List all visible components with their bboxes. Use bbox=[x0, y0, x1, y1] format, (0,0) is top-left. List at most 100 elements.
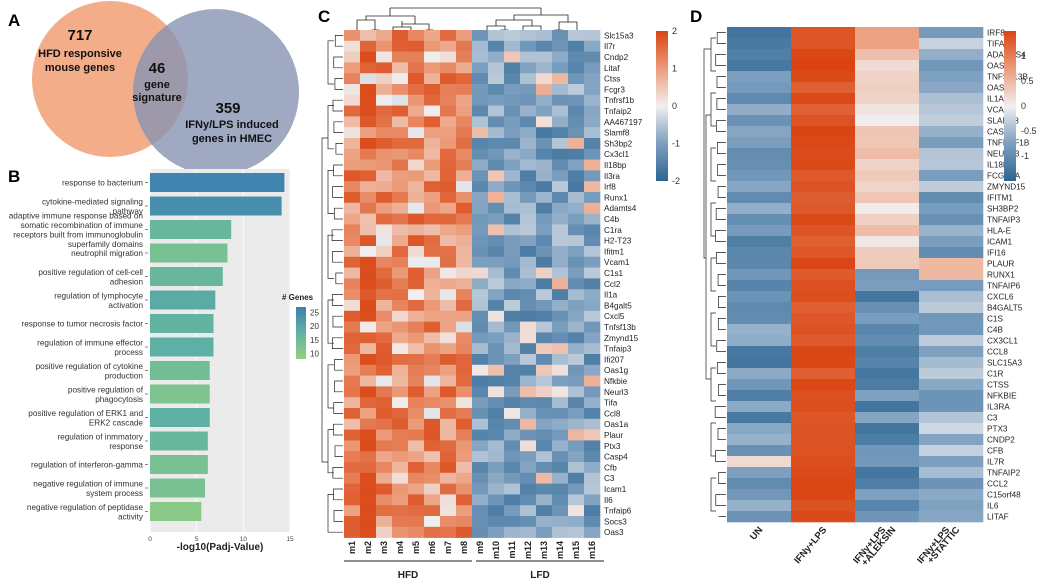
heatmap-cell bbox=[360, 451, 377, 463]
heatmap-cell bbox=[520, 462, 537, 474]
heatmap-column-label: m14 bbox=[555, 541, 565, 559]
heatmap-cell bbox=[360, 300, 377, 312]
heatmap-column-label: m10 bbox=[491, 541, 501, 559]
heatmap-cell bbox=[472, 505, 489, 517]
heatmap-cell bbox=[536, 310, 553, 322]
heatmap-cell bbox=[376, 429, 393, 441]
heatmap-cell bbox=[504, 332, 521, 344]
heatmap-cell bbox=[376, 148, 393, 160]
heatmap-cell bbox=[520, 494, 537, 506]
heatmap-cell bbox=[552, 267, 569, 279]
heatmap-cell bbox=[568, 354, 585, 366]
heatmap-cell bbox=[360, 213, 377, 225]
heatmap-cell bbox=[568, 440, 585, 452]
heatmap-column-label: m3 bbox=[379, 541, 389, 554]
heatmap-cell bbox=[408, 84, 425, 96]
heatmap-cell bbox=[520, 321, 537, 333]
heatmap-cell bbox=[488, 116, 505, 128]
heatmap-cell bbox=[536, 127, 553, 139]
heatmap-cell bbox=[504, 300, 521, 312]
human-heatmap-row-dendrogram bbox=[703, 32, 726, 517]
heatmap-cell bbox=[440, 62, 457, 74]
bar-legend-gradient bbox=[296, 307, 306, 359]
heatmap-row-label: Cx3cl1 bbox=[604, 150, 629, 159]
heatmap-cell bbox=[424, 408, 441, 420]
heatmap-cell bbox=[440, 386, 457, 398]
heatmap-cell bbox=[536, 73, 553, 85]
heatmap-cell bbox=[408, 321, 425, 333]
heatmap-cell bbox=[392, 235, 409, 247]
heatmap-cell bbox=[392, 472, 409, 484]
heatmap-cell bbox=[424, 224, 441, 236]
heatmap-row-label: Runx1 bbox=[604, 193, 628, 202]
heatmap-cell bbox=[376, 62, 393, 74]
heatmap-cell bbox=[520, 202, 537, 214]
heatmap-cell bbox=[584, 138, 601, 150]
heatmap-cell bbox=[344, 84, 361, 96]
heatmap-cell bbox=[472, 62, 489, 74]
heatmap-cell bbox=[376, 397, 393, 409]
heatmap-cell bbox=[584, 267, 601, 279]
heatmap-cell bbox=[727, 126, 792, 138]
heatmap-cell bbox=[504, 494, 521, 506]
heatmap-cell bbox=[552, 397, 569, 409]
heatmap-cell bbox=[472, 375, 489, 387]
heatmap-cell bbox=[504, 116, 521, 128]
heatmap-cell bbox=[376, 375, 393, 387]
heatmap-row-label: Zmynd15 bbox=[604, 334, 639, 343]
heatmap-cell bbox=[376, 354, 393, 366]
venn-ifny-count: 359 bbox=[215, 100, 240, 117]
heatmap-cell bbox=[440, 408, 457, 420]
heatmap-cell bbox=[791, 104, 856, 116]
heatmap-cell bbox=[791, 181, 856, 193]
heatmap-cell bbox=[472, 51, 489, 63]
heatmap-cell bbox=[440, 159, 457, 171]
heatmap-cell bbox=[568, 105, 585, 117]
heatmap-cell bbox=[855, 357, 920, 369]
heatmap-cell bbox=[424, 192, 441, 204]
bar-category-label: regulation of interferon-gamma bbox=[31, 461, 143, 470]
heatmap-cell bbox=[408, 386, 425, 398]
heatmap-cell bbox=[855, 412, 920, 424]
heatmap-cell bbox=[408, 127, 425, 139]
heatmap-cell bbox=[488, 30, 505, 42]
heatmap-cell bbox=[536, 483, 553, 495]
heatmap-cell bbox=[408, 105, 425, 117]
heatmap-row-label: HLA-E bbox=[987, 227, 1012, 236]
heatmap-cell bbox=[919, 192, 984, 204]
heatmap-cell bbox=[919, 27, 984, 39]
heatmap-cell bbox=[360, 343, 377, 355]
heatmap-cell bbox=[919, 159, 984, 171]
heatmap-cell bbox=[855, 500, 920, 512]
heatmap-cell bbox=[552, 116, 569, 128]
heatmap-cell bbox=[919, 181, 984, 193]
heatmap-cell bbox=[919, 49, 984, 61]
heatmap-cell bbox=[424, 170, 441, 182]
heatmap-cell bbox=[392, 181, 409, 193]
heatmap-cell bbox=[855, 192, 920, 204]
heatmap-cell bbox=[584, 30, 601, 42]
heatmap-row-label: C1R bbox=[987, 370, 1003, 379]
heatmap-cell bbox=[424, 494, 441, 506]
colorbar-tick-label: 0 bbox=[1021, 101, 1026, 111]
bar bbox=[150, 455, 208, 474]
heatmap-cell bbox=[344, 73, 361, 85]
heatmap-cell bbox=[536, 213, 553, 225]
bar bbox=[150, 361, 210, 380]
bar-category-label: regulation of lymphocyte bbox=[54, 291, 143, 300]
heatmap-cell bbox=[424, 116, 441, 128]
heatmap-cell bbox=[360, 418, 377, 430]
heatmap-cell bbox=[344, 159, 361, 171]
heatmap-cell bbox=[504, 127, 521, 139]
bar-category-label: positive regulation of cytokine bbox=[36, 362, 144, 371]
heatmap-cell bbox=[568, 94, 585, 106]
colorbar-tick-label: -1 bbox=[672, 139, 680, 149]
heatmap-cell bbox=[488, 494, 505, 506]
heatmap-cell bbox=[456, 462, 473, 474]
human-heatmap-cells bbox=[727, 27, 984, 523]
heatmap-cell bbox=[344, 472, 361, 484]
heatmap-cell bbox=[520, 364, 537, 376]
heatmap-cell bbox=[392, 451, 409, 463]
heatmap-cell bbox=[584, 256, 601, 268]
heatmap-cell bbox=[727, 71, 792, 83]
